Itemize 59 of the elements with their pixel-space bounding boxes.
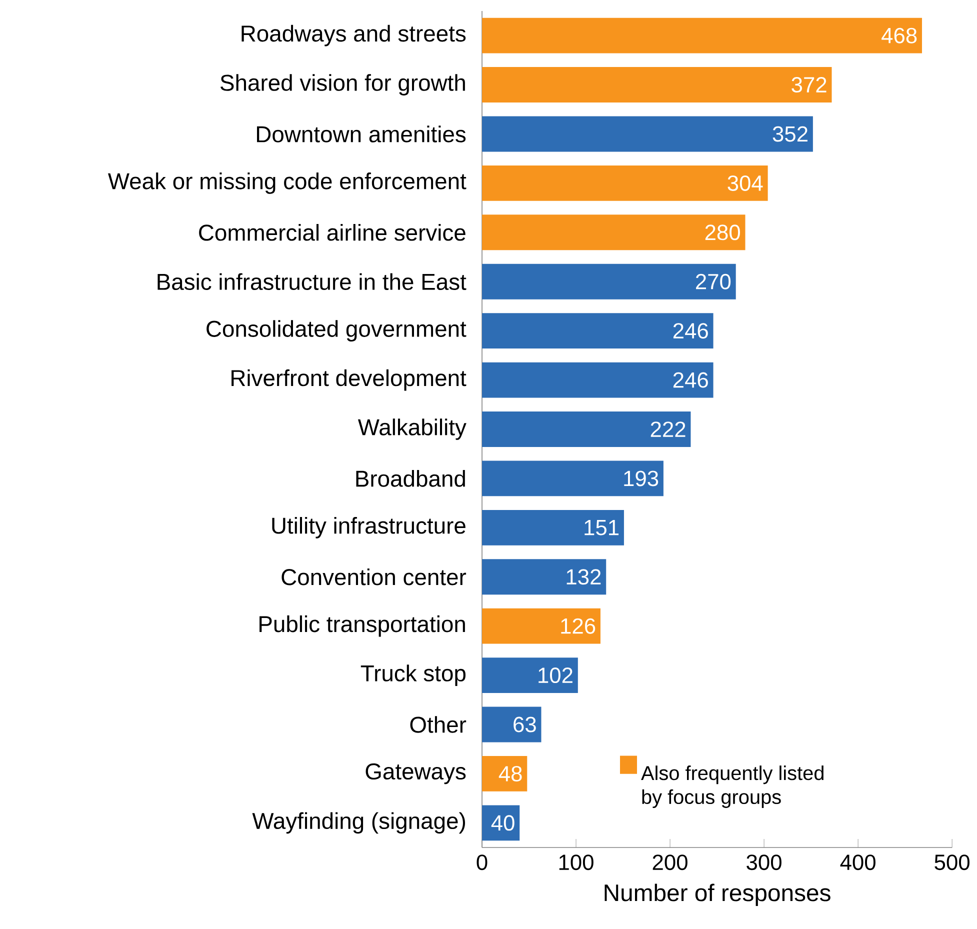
- data-label: 280: [705, 224, 740, 240]
- data-label: 304: [728, 175, 763, 191]
- y-tick-label: Broadband: [356, 470, 465, 487]
- data-label: 102: [538, 667, 572, 683]
- bar: [482, 805, 520, 841]
- y-tick-label: Utility infrastructure: [272, 516, 466, 538]
- bar: [482, 559, 606, 595]
- data-label: 151: [584, 520, 619, 536]
- x-tick-label: 100: [559, 854, 594, 870]
- bar: [482, 264, 736, 300]
- data-label: 222: [650, 422, 686, 437]
- data-label: 193: [624, 470, 658, 486]
- x-tick-label: 500: [934, 854, 970, 870]
- bar: [482, 657, 578, 693]
- data-label: 246: [673, 372, 708, 388]
- y-tick-label: Wayfinding (signage): [252, 812, 466, 834]
- y-tick-label: Downtown amenities: [257, 126, 466, 142]
- data-label: 40: [491, 815, 514, 831]
- bar: [482, 362, 714, 398]
- y-tick-label: Commercial airline service: [199, 224, 466, 241]
- data-label: 372: [792, 76, 826, 92]
- data-label: 48: [498, 766, 522, 782]
- x-tick-label: 0: [476, 854, 488, 870]
- bar: [482, 608, 600, 644]
- y-tick-label: Riverfront development: [232, 369, 466, 391]
- bar: [482, 460, 664, 496]
- y-tick-label: Shared vision for growth: [220, 74, 465, 96]
- y-tick-label: Consolidated government: [206, 320, 466, 342]
- x-tick-label: 300: [746, 854, 782, 870]
- bar: [482, 116, 813, 152]
- data-label: 132: [566, 569, 601, 585]
- bar: [482, 756, 528, 792]
- y-tick-label: Other: [410, 716, 466, 733]
- bar: [482, 411, 691, 447]
- y-tick-label: Convention center: [282, 568, 466, 586]
- y-tick-label: Truck stop: [360, 664, 466, 686]
- bar: [482, 18, 922, 54]
- bar: [482, 510, 624, 546]
- data-label: 270: [696, 274, 731, 290]
- bar: [482, 165, 768, 201]
- x-tick-label: 400: [840, 854, 876, 870]
- data-label: 246: [673, 323, 708, 339]
- data-label: 468: [882, 28, 917, 44]
- bar: [482, 706, 542, 742]
- legend-label: Also frequently listed by focus groups: [641, 765, 824, 808]
- y-tick-label: Gateways: [366, 763, 466, 784]
- x-axis-title: Number of responses: [604, 884, 830, 906]
- x-tick-label: 200: [652, 854, 688, 870]
- data-label: 126: [561, 618, 596, 634]
- data-label: 63: [514, 716, 536, 732]
- y-tick-label: Weak or missing code enforcement: [108, 172, 466, 194]
- y-tick-label: Basic infrastructure in the East: [158, 273, 466, 290]
- bar: [482, 313, 714, 348]
- y-tick-label: Roadways and streets: [242, 24, 466, 46]
- bar: [482, 214, 746, 250]
- y-tick-label: Public transportation: [260, 615, 465, 637]
- y-tick-label: Walkability: [358, 418, 466, 440]
- data-label: 352: [772, 126, 808, 142]
- bar: [482, 66, 832, 102]
